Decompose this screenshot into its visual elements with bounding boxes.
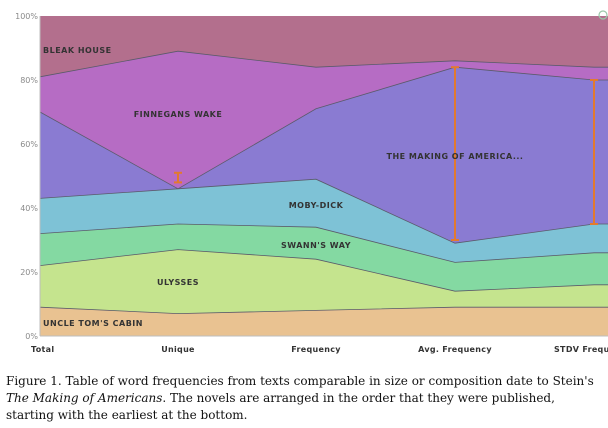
area-the-making-of-america [40, 67, 608, 244]
y-tick-labels: 0% 20% 40% 60% 80% 100% [15, 12, 38, 341]
x-tick-labels: Total Unique Frequency Avg. Frequency STDV F… [31, 345, 608, 354]
y-tick-label: 80% [20, 76, 38, 85]
corner-marker-icon [598, 10, 608, 20]
figure-caption: Figure 1. Table of word frequencies from… [6, 373, 602, 424]
boundary-line-ulysses [39, 249, 608, 292]
series-label-uncle-tom-s-cabin: UNCLE TOM'S CABIN [43, 319, 143, 328]
boundary-line-finnegans-wake [39, 50, 608, 78]
y-tick-label: 40% [20, 204, 38, 213]
x-tick-label: Frequency [291, 345, 341, 354]
error-bar-stdv-freque [590, 79, 598, 225]
x-tick-label: Total [31, 345, 54, 354]
areas-layer [40, 16, 608, 336]
y-tick-label: 0% [25, 332, 38, 341]
boundary-line-swann-s-way [39, 223, 608, 263]
y-tick-label: 20% [20, 268, 38, 277]
series-label-swann-s-way: SWANN'S WAY [281, 241, 351, 250]
boundary-line-uncle-tom-s-cabin [39, 306, 608, 315]
caption-text-start: Figure 1. Table of word frequencies from… [6, 374, 594, 388]
error-bars-layer [174, 66, 598, 241]
y-tick-label: 100% [15, 12, 38, 21]
area-ulysses [40, 249, 608, 314]
series-label-finnegans-wake: FINNEGANS WAKE [134, 110, 223, 119]
area-finnegans-wake [40, 51, 608, 189]
area-uncle-tom-s-cabin [40, 307, 608, 336]
series-label-ulysses: ULYSSES [157, 278, 199, 287]
axis-layer [39, 16, 608, 337]
error-bar-unique [174, 171, 182, 184]
area-moby-dick [40, 179, 608, 263]
y-tick-label: 60% [20, 140, 38, 149]
series-label-moby-dick: MOBY-DICK [289, 201, 344, 210]
x-tick-label: Unique [161, 345, 195, 354]
area-bleak-house [40, 16, 608, 77]
stacked-area-chart: 0% 20% 40% 60% 80% 100% Total Unique Frequency A… [15, 10, 608, 354]
caption-text-end: . The novels are arranged in the order t… [6, 391, 555, 422]
caption-book-title: The Making of Americans [6, 391, 163, 405]
series-label-the-making-of-america: THE MAKING OF AMERICA... [387, 152, 524, 161]
area-swann-s-way [40, 224, 608, 292]
series-label-bleak-house: BLEAK HOUSE [43, 46, 112, 55]
x-tick-label: STDV Freque [554, 345, 608, 354]
series-labels-layer: UNCLE TOM'S CABIN ULYSSES SWANN'S WAY MOBY-… [43, 46, 523, 328]
error-bar-avg-frequency [451, 66, 459, 241]
x-tick-label: Avg. Frequency [418, 345, 492, 354]
